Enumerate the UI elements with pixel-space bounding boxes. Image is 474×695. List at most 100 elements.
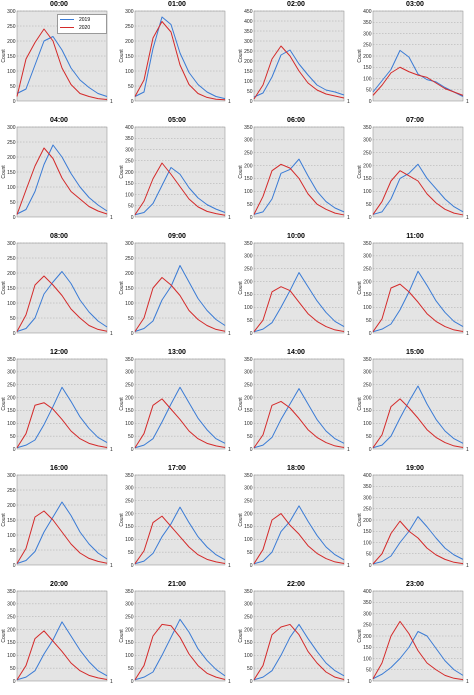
y-tick-label: 300 (7, 370, 16, 376)
y-tick-label: 0 (13, 331, 16, 337)
y-axis-label: Count (119, 397, 125, 411)
y-tick-label: 50 (10, 84, 16, 90)
y-tick-label: 300 (125, 9, 134, 15)
y-tick-label: 100 (363, 656, 372, 662)
panel-title: 00:00 (50, 1, 68, 8)
y-tick-label: 0 (250, 563, 253, 569)
plot-area (134, 590, 226, 682)
y-tick-label: 350 (125, 589, 134, 595)
plot-area (253, 126, 345, 218)
y-tick-label: 0 (131, 215, 134, 221)
y-tick-label: 100 (125, 192, 134, 198)
series-line-2020 (253, 286, 345, 333)
y-axis-label: Count (1, 513, 7, 527)
y-tick-label: 100 (125, 537, 134, 543)
y-tick-label: 100 (244, 537, 253, 543)
series-line-2019 (134, 265, 226, 332)
y-tick-label: 0 (250, 99, 253, 105)
y-tick-label: 0 (131, 447, 134, 453)
x-tick-label: 1 (466, 331, 469, 337)
y-tick-label: 0 (369, 331, 372, 337)
panel-1600: 16:00 0 50 100 150 200 250 300 Count 1 (0, 464, 118, 579)
y-tick-label: 300 (125, 602, 134, 608)
y-tick-label: 250 (363, 151, 372, 157)
y-tick-label: 250 (244, 267, 253, 273)
y-tick-label: 350 (244, 357, 253, 363)
y-tick-label: 0 (131, 679, 134, 685)
panel-0500: 05:00 0 50 100 150 200 250 300 350 400 Count 1 (118, 116, 236, 231)
y-tick-label: 250 (7, 24, 16, 30)
series-line-2019 (253, 272, 345, 333)
x-tick-label: 1 (466, 215, 469, 221)
panel-title: 01:00 (168, 1, 186, 8)
series-line-2020 (253, 623, 345, 680)
y-tick-label: 350 (363, 125, 372, 131)
y-tick-label: 50 (247, 666, 253, 672)
y-axis-label: Count (238, 513, 244, 527)
y-tick-label: 50 (10, 666, 16, 672)
panel-title: 10:00 (287, 233, 305, 240)
y-tick-label: 300 (244, 138, 253, 144)
y-tick-label: 150 (244, 69, 253, 75)
panel-title: 11:00 (406, 233, 424, 240)
plot-area (16, 590, 108, 682)
y-axis-label: Count (357, 281, 363, 295)
y-tick-label: 350 (7, 357, 16, 363)
x-tick-label: 1 (228, 215, 231, 221)
y-tick-label: 400 (363, 589, 372, 595)
series-line-2020 (253, 45, 345, 100)
y-tick-label: 50 (128, 666, 134, 672)
panel-title: 17:00 (168, 465, 186, 472)
y-tick-label: 100 (363, 421, 372, 427)
y-tick-label: 150 (363, 529, 372, 535)
y-axis-label: Count (238, 629, 244, 643)
y-tick-label: 150 (244, 176, 253, 182)
y-tick-label: 300 (125, 241, 134, 247)
y-tick-label: 200 (125, 627, 134, 633)
series-line-2020 (134, 398, 226, 448)
y-tick-label: 150 (363, 176, 372, 182)
panel-1900: 19:00 0 50 100 150 200 250 300 350 400 Count 1 (356, 464, 474, 579)
y-axis-label: Count (238, 165, 244, 179)
panel-plot: 0 50 100 150 200 250 300 Count 1 (119, 9, 231, 105)
y-tick-label: 150 (125, 181, 134, 187)
panel-1300: 13:00 0 50 100 150 200 250 300 350 Count 1 (118, 348, 236, 463)
y-tick-label: 100 (7, 653, 16, 659)
y-tick-label: 100 (244, 653, 253, 659)
panel-2000: 20:00 0 50 100 150 200 250 300 350 Count 1 (0, 580, 118, 695)
y-tick-label: 250 (7, 140, 16, 146)
y-tick-label: 100 (125, 421, 134, 427)
panel-title: 08:00 (50, 233, 68, 240)
y-tick-label: 150 (125, 640, 134, 646)
y-tick-label: 400 (244, 19, 253, 25)
y-axis-label: Count (1, 165, 7, 179)
series-line-2019 (16, 386, 108, 449)
plot-area (372, 242, 464, 334)
y-tick-label: 50 (128, 550, 134, 556)
y-tick-label: 50 (128, 316, 134, 322)
y-tick-label: 300 (244, 254, 253, 260)
y-tick-label: 400 (363, 473, 372, 479)
panel-title: 16:00 (50, 465, 68, 472)
series-line-2019 (372, 270, 464, 333)
y-tick-label: 250 (244, 151, 253, 157)
y-tick-label: 200 (244, 511, 253, 517)
panel-plot: 0 50 100 150 200 250 300 350 400 Count 1 (357, 473, 469, 569)
panel-0900: 09:00 0 50 100 150 200 250 300 Count 1 (118, 232, 236, 347)
y-tick-label: 150 (244, 292, 253, 298)
panel-plot: 0 50 100 150 200 250 300 350 400 Count 1 (357, 589, 469, 685)
plot-area (253, 10, 345, 102)
y-tick-label: 150 (244, 524, 253, 530)
y-tick-label: 250 (363, 383, 372, 389)
y-tick-label: 300 (7, 602, 16, 608)
series-line-2020 (16, 28, 108, 100)
y-tick-label: 100 (244, 421, 253, 427)
y-tick-label: 300 (7, 473, 16, 479)
panel-title: 15:00 (406, 349, 424, 356)
y-tick-label: 50 (366, 202, 372, 208)
y-tick-label: 200 (7, 271, 16, 277)
panel-0400: 04:00 0 50 100 150 200 250 300 Count 1 (0, 116, 118, 231)
panel-plot: 0 50 100 150 200 250 300 350 Count 1 (357, 125, 469, 221)
series-line-2020 (16, 630, 108, 680)
panel-title: 20:00 (50, 581, 68, 588)
